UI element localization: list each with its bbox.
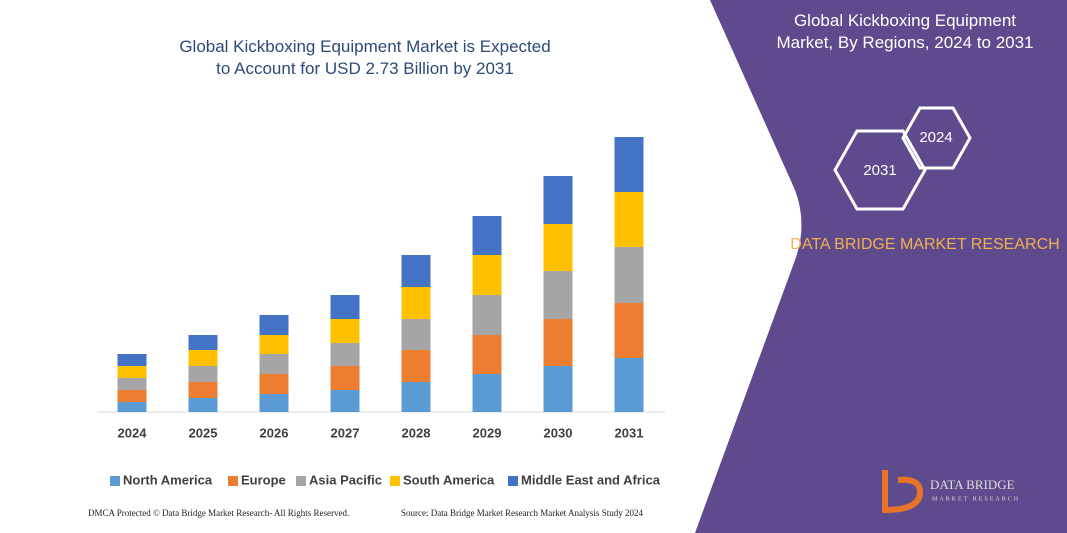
bar-segment bbox=[330, 366, 360, 390]
x-tick-label: 2028 bbox=[402, 425, 431, 440]
legend-label: Asia Pacific bbox=[309, 472, 382, 487]
bar-segment bbox=[401, 287, 431, 319]
bar-segment bbox=[117, 378, 147, 390]
legend-label: Middle East and Africa bbox=[521, 472, 661, 487]
bar-segment bbox=[259, 315, 289, 335]
bar-segment bbox=[472, 374, 502, 412]
legend-label: Europe bbox=[241, 472, 286, 487]
x-tick-label: 2025 bbox=[189, 425, 218, 440]
bar-segment bbox=[259, 335, 289, 354]
legend-swatch bbox=[110, 476, 120, 486]
footer-left: DMCA Protected © Data Bridge Market Rese… bbox=[88, 508, 349, 518]
bar-segment bbox=[543, 366, 573, 412]
legend-swatch bbox=[390, 476, 400, 486]
bar-segment bbox=[330, 319, 360, 343]
x-tick-label: 2029 bbox=[473, 425, 502, 440]
hex-label: 2024 bbox=[919, 129, 952, 146]
bar-segment bbox=[259, 394, 289, 412]
logo-name: DATA BRIDGE bbox=[930, 477, 1015, 492]
bar-segment bbox=[188, 382, 218, 398]
bar-segment bbox=[543, 271, 573, 319]
bar-segment bbox=[614, 303, 644, 358]
bar-segment bbox=[543, 176, 573, 224]
hex-label: 2031 bbox=[863, 162, 896, 179]
bar-segment bbox=[401, 319, 431, 350]
chart-title: Global Kickboxing Equipment Market is Ex… bbox=[179, 37, 550, 78]
bar-segment bbox=[188, 350, 218, 366]
bar-segment bbox=[614, 137, 644, 192]
hexagon bbox=[901, 106, 972, 170]
bar-segment bbox=[117, 366, 147, 378]
legend-swatch bbox=[228, 476, 238, 486]
bar-segment bbox=[614, 358, 644, 412]
x-tick-label: 2026 bbox=[260, 425, 289, 440]
bar-segment bbox=[188, 398, 218, 412]
bar-segment bbox=[614, 247, 644, 303]
bar-segment bbox=[614, 192, 644, 247]
bar-segment bbox=[543, 224, 573, 271]
legend-label: North America bbox=[123, 472, 213, 487]
legend-swatch bbox=[296, 476, 306, 486]
hexagon bbox=[833, 129, 927, 211]
bar-segment bbox=[330, 295, 360, 319]
bar-segment bbox=[401, 255, 431, 287]
logo-tagline: MARKET RESEARCH bbox=[932, 496, 1020, 502]
x-tick-label: 2030 bbox=[544, 425, 573, 440]
bar-segment bbox=[543, 319, 573, 366]
bar-segment bbox=[117, 402, 147, 412]
legend-swatch bbox=[508, 476, 518, 486]
bar-segment bbox=[259, 354, 289, 374]
x-tick-label: 2027 bbox=[331, 425, 360, 440]
bar-segment bbox=[472, 335, 502, 374]
logo-icon bbox=[882, 470, 924, 514]
bar-segment bbox=[401, 382, 431, 412]
brand: DATA BRIDGE MARKET RESEARCH bbox=[790, 236, 1059, 253]
x-tick-label: 2024 bbox=[118, 425, 148, 440]
bar-segment bbox=[401, 350, 431, 382]
legend-label: South America bbox=[403, 472, 495, 487]
bar-segment bbox=[117, 390, 147, 402]
bar-segment bbox=[330, 390, 360, 412]
bar-segment bbox=[188, 366, 218, 382]
bar-segment bbox=[117, 354, 147, 366]
side-panel bbox=[695, 0, 1067, 533]
bar-segment bbox=[259, 374, 289, 394]
bar-segment bbox=[472, 216, 502, 255]
x-tick-label: 2031 bbox=[615, 425, 644, 440]
bar-segment bbox=[472, 295, 502, 335]
bar-segment bbox=[472, 255, 502, 295]
bar-segment bbox=[330, 343, 360, 366]
panel-title: Global Kickboxing Equipment Market, By Re… bbox=[776, 11, 1033, 52]
bar-segment bbox=[188, 335, 218, 350]
footer-right: Source: Data Bridge Market Research Mark… bbox=[401, 508, 643, 518]
